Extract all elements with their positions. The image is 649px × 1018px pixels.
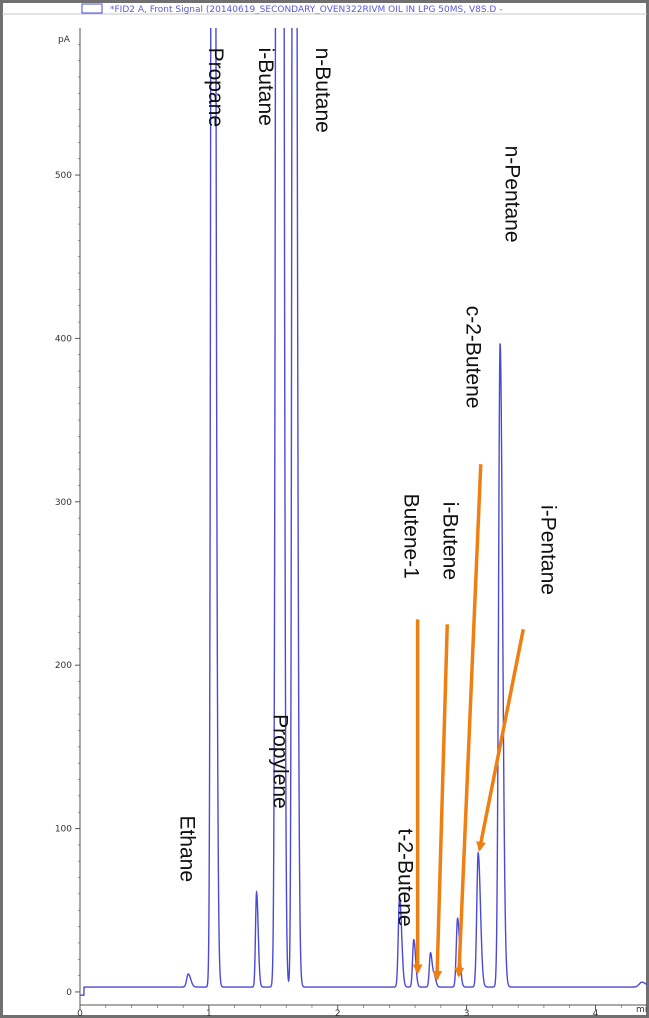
annotation-arrow	[476, 628, 526, 852]
peak-label: Butene-1	[400, 494, 423, 579]
annotation-arrows	[412, 464, 526, 981]
peak-label: n-Butane	[311, 48, 334, 133]
y-tick-label: 200	[55, 661, 72, 671]
x-axis-unit: mi	[636, 1005, 647, 1015]
peak-labels: Propane i-Butane n-Butane Propylene Ethane t-…	[176, 48, 560, 927]
y-tick-label: 400	[55, 334, 72, 344]
signal-trace	[80, 28, 647, 996]
peak-label: Ethane	[176, 815, 199, 882]
x-tick-label: 0	[77, 1009, 83, 1018]
axes: 0 100 200 300 400 500 0 1 2 3 4	[55, 28, 647, 1018]
legend-swatch	[81, 3, 103, 14]
y-tick-label: 500	[55, 171, 72, 181]
annotation-arrow	[454, 464, 483, 978]
x-tick-label: 1	[206, 1009, 212, 1018]
annotation-arrow	[432, 624, 450, 981]
y-tick-label: 100	[55, 825, 72, 835]
peak-label: n-Pentane	[500, 146, 523, 243]
peak-label: i-Pentane	[536, 505, 559, 595]
peak-label: Propylene	[268, 714, 291, 809]
y-tick-label: 300	[55, 498, 72, 508]
x-tick-label: 4	[593, 1009, 599, 1018]
x-tick-label: 2	[335, 1009, 341, 1018]
peak-label: i-Butane	[254, 48, 277, 126]
peak-label: c-2-Butene	[462, 306, 485, 409]
y-tick-label: 0	[66, 988, 72, 998]
peak-label: Propane	[204, 48, 227, 127]
y-axis-unit: pA	[58, 35, 71, 45]
x-tick-label: 3	[464, 1009, 470, 1018]
plot-area	[80, 28, 647, 996]
peak-label: i-Butene	[438, 502, 461, 580]
legend-entry: *FID2 A, Front Signal (20140619_SECONDAR…	[110, 5, 502, 15]
peak-label: t-2-Butene	[393, 829, 416, 927]
